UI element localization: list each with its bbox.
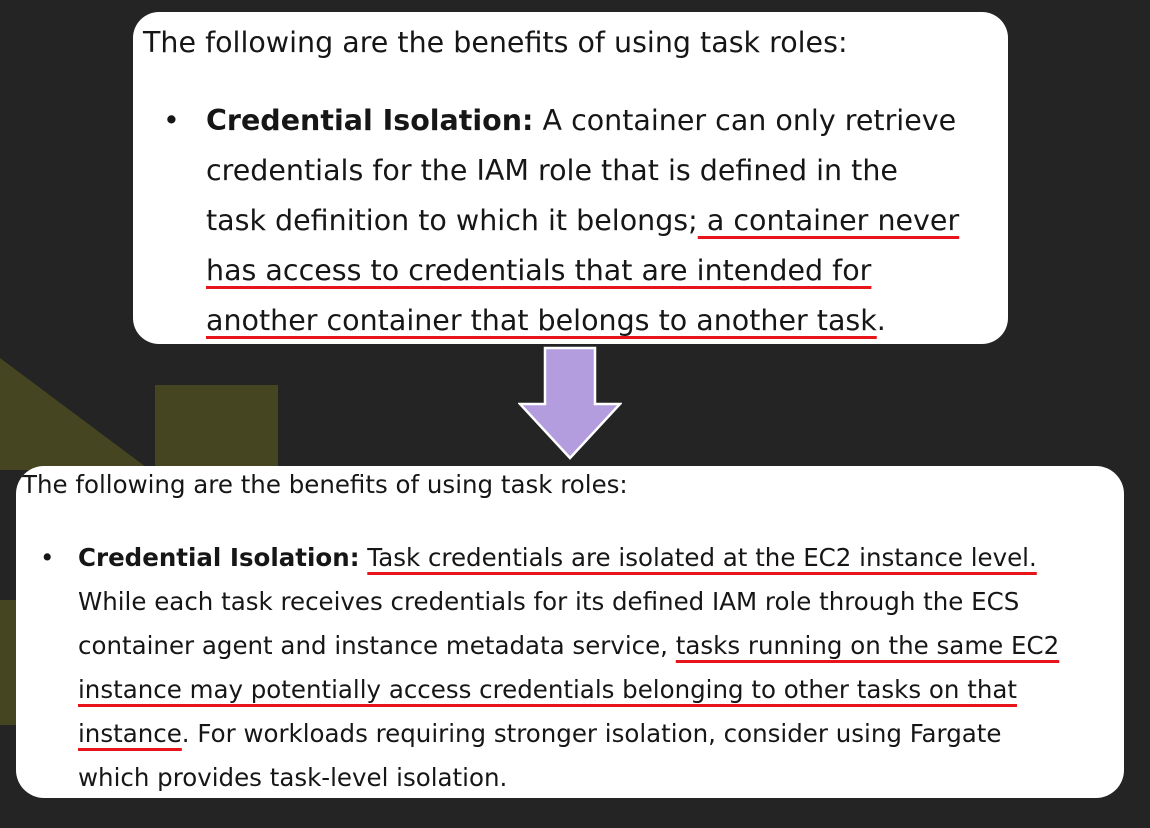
bullet-line-3: container agent and instance metadata se… bbox=[78, 631, 1060, 660]
bullet-line-2: credentials for the IAM role that is def… bbox=[206, 154, 898, 187]
highlighted-text: another container that belongs to anothe… bbox=[206, 304, 877, 337]
decor-left-strip bbox=[0, 600, 16, 725]
bullet-text: Credential Isolation: A container can on… bbox=[206, 96, 1006, 344]
bullet-line-3: task definition to which it belongs; a c… bbox=[206, 204, 960, 237]
bullet-line-4: instance may potentially access credenti… bbox=[78, 668, 1124, 712]
bullet-line-6: which provides task-level isolation. bbox=[78, 763, 508, 792]
down-arrow-icon bbox=[518, 346, 622, 460]
intro-text: The following are the benefits of using … bbox=[143, 26, 848, 59]
bullet-icon: • bbox=[40, 543, 55, 572]
bullet-icon: • bbox=[163, 104, 180, 137]
highlighted-text: tasks running on the same EC2 bbox=[675, 631, 1060, 660]
bullet-line-5: instance. For workloads requiring strong… bbox=[78, 719, 1002, 748]
bullet-line-5: another container that belongs to anothe… bbox=[206, 304, 886, 337]
decor-square bbox=[155, 385, 278, 470]
intro-text: The following are the benefits of using … bbox=[22, 470, 628, 499]
bullet-term: Credential Isolation: bbox=[78, 543, 360, 572]
revised-text-card: The following are the benefits of using … bbox=[16, 466, 1124, 798]
bullet-line-1: Credential Isolation: Task credentials a… bbox=[78, 536, 1124, 580]
decor-diagonal-band bbox=[0, 358, 150, 470]
original-text-card: The following are the benefits of using … bbox=[133, 12, 1008, 344]
bullet-text: Credential Isolation: Task credentials a… bbox=[78, 536, 1124, 798]
highlighted-text: has access to credentials that are inten… bbox=[206, 254, 872, 287]
bullet-line-2: While each task receives credentials for… bbox=[78, 587, 1020, 616]
bullet-line-1: Credential Isolation: A container can on… bbox=[206, 104, 957, 137]
highlighted-text: instance bbox=[78, 719, 182, 748]
highlighted-text: instance may potentially access credenti… bbox=[78, 675, 1017, 704]
highlighted-text: a container never bbox=[697, 204, 960, 237]
bullet-term: Credential Isolation: bbox=[206, 104, 534, 137]
highlighted-text: Task credentials are isolated at the EC2… bbox=[367, 543, 1037, 572]
bullet-line-4: has access to credentials that are inten… bbox=[206, 246, 1006, 296]
